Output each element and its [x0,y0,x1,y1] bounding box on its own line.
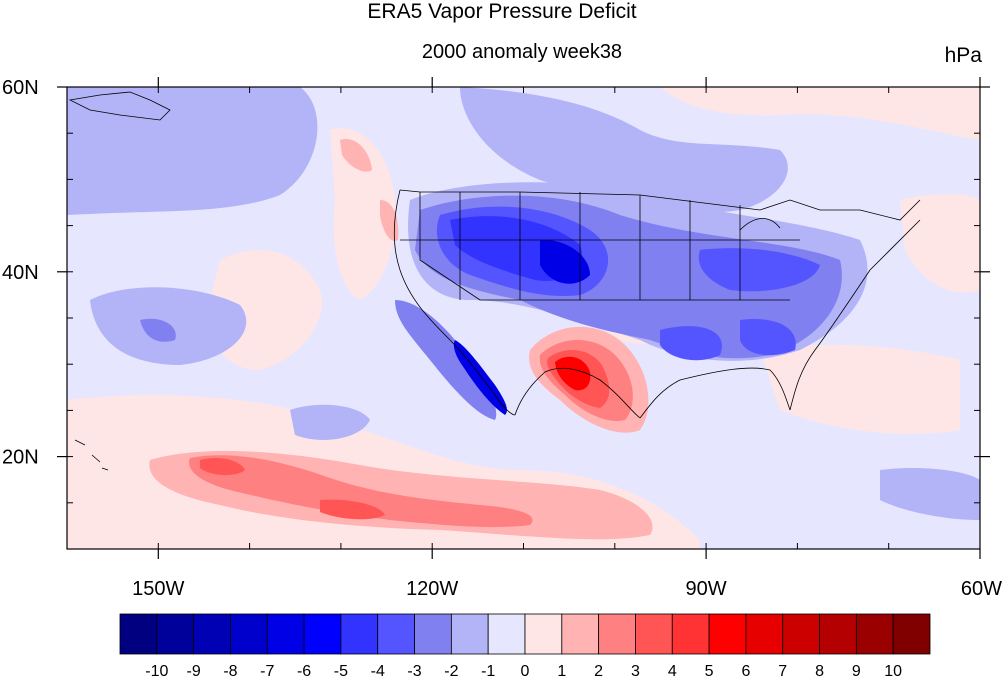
colorbar-swatch [598,613,636,655]
colorbar-label: 9 [852,663,861,680]
map-title: ERA5 Vapor Pressure Deficit [367,0,637,23]
colorbar-swatch [892,613,931,655]
units-label: hPa [944,44,982,67]
colorbar-swatch [524,613,563,655]
colorbar-swatch [855,613,894,655]
lat-tick-label: 40N [2,262,39,284]
coastlines [68,91,921,471]
colorbar-label: 3 [631,663,640,680]
colorbar-swatch [377,613,415,655]
colorbar-label: 6 [741,663,750,680]
colorbar-label: 4 [668,663,677,680]
colorbar-label: 7 [778,663,787,680]
lat-tick-label: 60N [2,77,39,99]
colorbar-label: -1 [481,663,495,680]
colorbar-label: -5 [334,663,348,680]
colorbar-swatch [119,613,158,655]
colorbar-label: -4 [371,663,385,680]
colorbar-label: -7 [260,663,274,680]
colorbar-swatch [561,613,600,655]
colorbar-swatch [266,613,305,655]
colorbar-label: 8 [815,663,824,680]
colorbar-label: -3 [407,663,421,680]
colorbar-label: 5 [705,663,714,680]
colorbar-label: -10 [145,663,168,680]
colorbar-label: 2 [594,663,603,680]
colorbar-label: -2 [444,663,458,680]
colorbar-swatch [745,613,784,655]
colorbar-swatch [450,613,489,655]
axis-ticks: 150W 120W 90W 60W 60N 40N 20N [2,77,1002,600]
colorbar-label: 1 [557,663,566,680]
lon-tick-label: 120W [406,578,458,600]
colorbar-swatch [708,613,747,655]
colorbar-swatch [303,613,342,655]
colorbar-label: 10 [884,663,902,680]
colorbar-label: -8 [223,663,237,680]
colorbar-swatch [193,613,231,655]
colorbar-swatch [819,613,857,655]
lon-tick-label: 150W [132,578,184,600]
map-subtitle: 2000 anomaly week38 [421,41,623,63]
colorbar-swatch [782,613,820,655]
anomaly-field [67,87,980,549]
colorbar-label: 0 [521,663,530,680]
colorbar-label: -9 [187,663,201,680]
minor-ticks [66,86,981,550]
colorbar-swatch [635,613,673,655]
colorbar-swatch [340,613,379,655]
lat-tick-label: 20N [2,447,39,469]
colorbar-swatch [414,613,452,655]
lon-tick-label: 90W [686,578,727,600]
colorbar: -10 -9 -8 -7 -6 -5 -4 -3 -2 -1 0 1 2 3 4 5 6 7 8 9 10 [119,613,931,680]
colorbar-swatch [671,613,710,655]
colorbar-label: -6 [297,663,311,680]
colorbar-swatch [230,613,268,655]
colorbar-swatch [156,613,195,655]
colorbar-swatch [487,613,526,655]
lon-tick-label: 60W [961,578,1002,600]
